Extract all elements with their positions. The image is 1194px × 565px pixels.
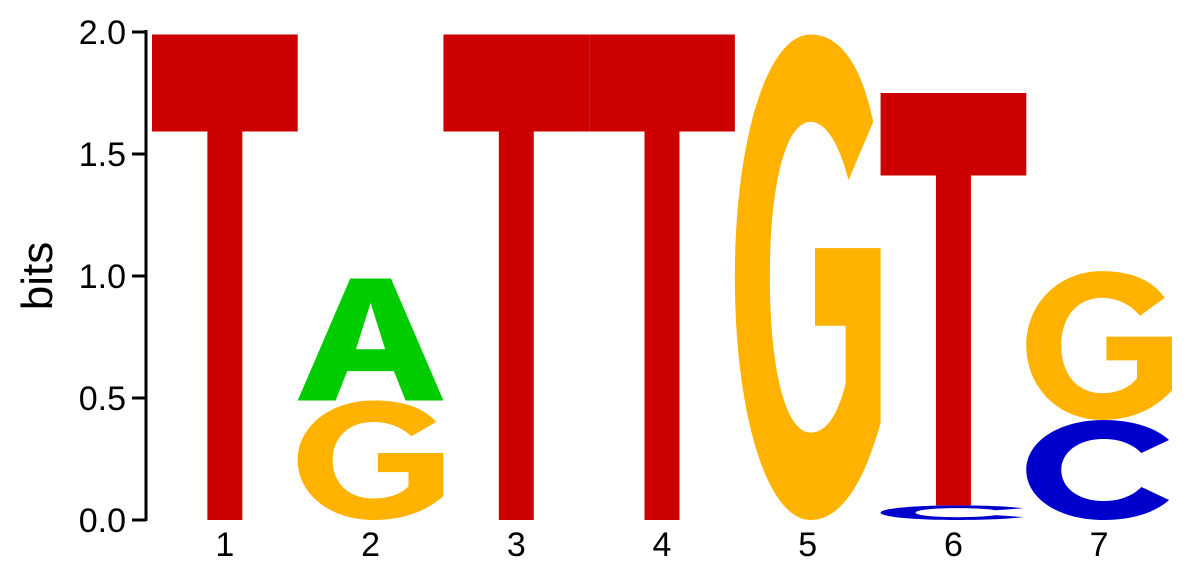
y-axis-label: bits: [13, 242, 62, 310]
letter-glyph: [297, 278, 444, 401]
x-tick-label: 2: [361, 526, 380, 564]
y-tick-label: 1.5: [79, 136, 126, 174]
letter-c-pos-6: [880, 505, 1024, 520]
letter-a-pos-2: [297, 278, 444, 401]
x-tick-label: 5: [798, 526, 817, 564]
letter-t-pos-3: [443, 34, 590, 520]
y-tick-label: 0.5: [79, 380, 126, 418]
letter-c-pos-7: [1026, 419, 1170, 520]
y-tick-label: 2.0: [79, 14, 126, 52]
letter-t-pos-6: [880, 93, 1027, 506]
letter-t-pos-4: [589, 34, 735, 520]
letter-glyph: [443, 34, 590, 520]
letter-glyph: [1026, 271, 1172, 420]
y-axis: 0.0 0.5 1.0 1.5 2.0: [79, 14, 148, 540]
x-tick-label: 3: [507, 526, 526, 564]
x-tick-label: 7: [1090, 526, 1109, 564]
letter-g-pos-7: [1026, 271, 1172, 420]
letter-glyph: [1026, 419, 1170, 520]
x-axis: 1 2 3 4 5 6 7: [215, 526, 1108, 564]
letter-glyph: [589, 34, 735, 520]
letter-glyph: [734, 34, 881, 520]
letter-glyph: [880, 93, 1027, 506]
letter-glyph: [152, 34, 298, 520]
letter-stacks: [152, 34, 1172, 520]
x-tick-label: 1: [215, 526, 234, 564]
letter-g-pos-2: [297, 400, 444, 520]
x-tick-label: 4: [653, 526, 672, 564]
letter-t-pos-1: [152, 34, 298, 520]
y-tick-label: 1.0: [79, 258, 126, 296]
letter-g-pos-5: [734, 34, 881, 520]
y-tick-label: 0.0: [79, 502, 126, 540]
letter-glyph: [880, 505, 1024, 520]
letter-glyph: [297, 400, 444, 520]
x-tick-label: 6: [944, 526, 963, 564]
